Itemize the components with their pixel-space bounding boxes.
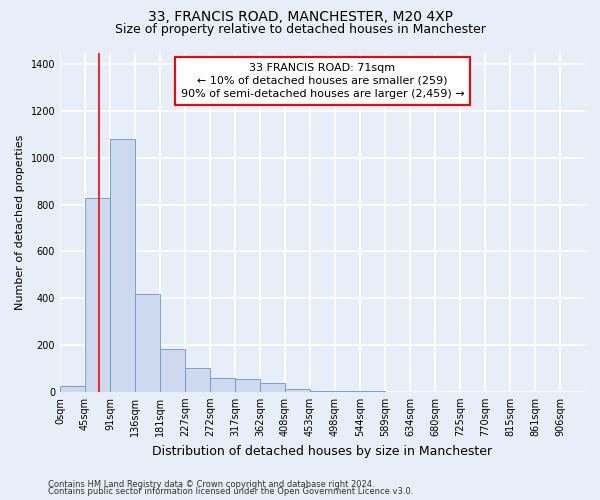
Bar [185,368,210,392]
Bar [210,378,235,392]
Bar [135,294,160,392]
Y-axis label: Number of detached properties: Number of detached properties [15,134,25,310]
Bar [360,391,385,392]
Text: Contains public sector information licensed under the Open Government Licence v3: Contains public sector information licen… [48,488,413,496]
Text: Contains HM Land Registry data © Crown copyright and database right 2024.: Contains HM Land Registry data © Crown c… [48,480,374,489]
Bar [335,390,360,392]
Bar [235,379,260,392]
Bar [160,348,185,392]
Text: 33, FRANCIS ROAD, MANCHESTER, M20 4XP: 33, FRANCIS ROAD, MANCHESTER, M20 4XP [148,10,452,24]
Bar [260,383,285,392]
Text: 33 FRANCIS ROAD: 71sqm
← 10% of detached houses are smaller (259)
90% of semi-de: 33 FRANCIS ROAD: 71sqm ← 10% of detached… [181,62,464,99]
Bar [285,389,310,392]
Text: Size of property relative to detached houses in Manchester: Size of property relative to detached ho… [115,22,485,36]
Bar [60,386,85,392]
X-axis label: Distribution of detached houses by size in Manchester: Distribution of detached houses by size … [152,444,493,458]
Bar [110,139,135,392]
Bar [310,390,335,392]
Bar [85,198,110,392]
